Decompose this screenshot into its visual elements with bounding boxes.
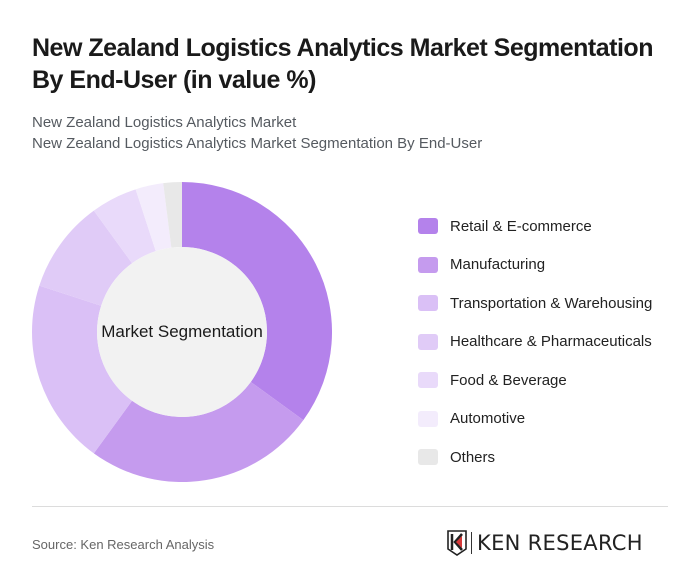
- legend-item[interactable]: Healthcare & Pharmaceuticals: [418, 323, 652, 362]
- donut-center: [97, 247, 267, 417]
- donut-segment-others[interactable]: [163, 182, 182, 248]
- chart-title: New Zealand Logistics Analytics Market S…: [32, 34, 653, 94]
- legend-swatch: [418, 449, 438, 466]
- legend-swatch: [418, 372, 438, 389]
- legend-swatch: [418, 410, 438, 427]
- donut-segment-transportation-warehousing[interactable]: [32, 285, 133, 454]
- ken-research-logo-icon: [447, 530, 467, 556]
- legend-swatch: [418, 295, 438, 312]
- chart-subtitle-market: New Zealand Logistics Analytics Market: [32, 114, 297, 131]
- footer-divider: [32, 506, 668, 507]
- ken-research-logo: KEN RESEARCH: [447, 530, 643, 556]
- legend-item[interactable]: Transportation & Warehousing: [418, 284, 652, 323]
- logo-text: KEN RESEARCH: [477, 531, 643, 555]
- chart-legend: Retail & E-commerce Manufacturing Transpor…: [418, 207, 652, 477]
- legend-label: Transportation & Warehousing: [450, 294, 653, 312]
- legend-label: Manufacturing: [450, 256, 546, 274]
- legend-item[interactable]: Retail & E-commerce: [418, 207, 652, 246]
- legend-label: Retail & E-commerce: [450, 217, 592, 235]
- legend-swatch: [418, 256, 438, 273]
- legend-item[interactable]: Food & Beverage: [418, 361, 652, 400]
- legend-label: Food & Beverage: [450, 371, 567, 389]
- logo-divider: [471, 532, 472, 554]
- donut-segment-healthcare-pharmaceuticals[interactable]: [39, 210, 133, 306]
- source-note: Source: Ken Research Analysis: [32, 537, 215, 552]
- donut-segment-manufacturing[interactable]: [93, 381, 304, 482]
- legend-item[interactable]: Automotive: [418, 400, 652, 439]
- legend-item[interactable]: Others: [418, 438, 652, 477]
- legend-label: Healthcare & Pharmaceuticals: [450, 333, 652, 351]
- donut-segment-retail-e-commerce[interactable]: [182, 182, 332, 421]
- legend-swatch: [418, 218, 438, 235]
- donut-chart: [32, 182, 332, 482]
- legend-label: Others: [450, 448, 496, 466]
- donut-center-label: Market Segmentation: [101, 322, 263, 341]
- legend-label: Automotive: [450, 410, 526, 428]
- donut-segment-food-beverage[interactable]: [93, 189, 156, 264]
- donut-segment-automotive[interactable]: [135, 183, 172, 252]
- legend-item[interactable]: Manufacturing: [418, 246, 652, 285]
- legend-swatch: [418, 333, 438, 350]
- chart-subtitle-segmentation: New Zealand Logistics Analytics Market S…: [32, 135, 483, 152]
